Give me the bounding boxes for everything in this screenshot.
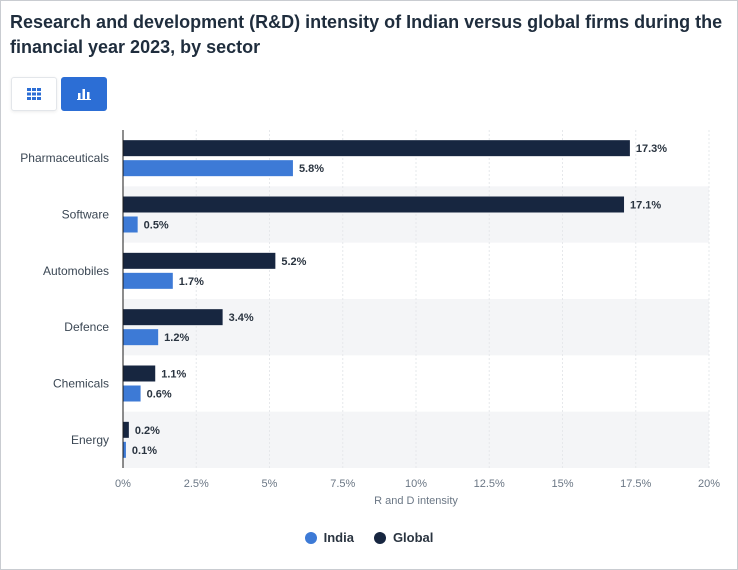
x-tick-label: 20% [698,478,720,490]
category-label: Defence [64,320,109,334]
bar-global [123,309,223,326]
bar-global [123,421,129,438]
bar-global [123,196,625,213]
bar-chart-icon [77,89,91,100]
data-label-global: 17.3% [636,143,667,155]
x-tick-label: 5% [262,478,278,490]
data-label-global: 5.2% [281,256,306,268]
bar-global [123,252,276,269]
category-label: Automobiles [43,264,109,278]
bar-india [123,329,159,346]
data-label-global: 1.1% [161,369,186,381]
legend: India Global [0,530,738,545]
legend-swatch-india [304,531,317,544]
table-grid-icon [27,88,41,100]
x-tick-label: 10% [405,478,427,490]
bar-global [123,365,156,382]
data-label-india: 5.8% [299,163,324,175]
data-label-global: 0.2% [135,425,160,437]
data-label-india: 1.2% [164,332,189,344]
legend-label-global: Global [392,530,434,545]
data-label-global: 3.4% [229,312,254,324]
category-label: Pharmaceuticals [20,151,109,165]
bar-india [123,216,138,233]
category-label: Energy [71,433,109,447]
data-label-india: 0.6% [147,389,172,401]
data-label-india: 1.7% [179,276,204,288]
x-axis-title: R and D intensity [374,495,458,507]
data-label-india: 0.1% [132,445,157,457]
category-label: Chemicals [53,377,109,391]
bar-global [123,140,630,157]
bar-india [123,272,173,289]
chart-view-button[interactable] [61,77,107,111]
legend-item-global[interactable]: Global [373,530,434,545]
chart-title: Research and development (R&D) intensity… [10,12,723,57]
category-label: Software [62,208,110,222]
legend-label-india: India [323,530,354,545]
data-label-india: 0.5% [144,220,169,232]
bar-india [123,441,126,458]
bar-india [123,160,293,177]
x-tick-label: 2.5% [184,478,209,490]
data-label-global: 17.1% [630,200,661,212]
legend-item-india[interactable]: India [304,530,354,545]
x-tick-label: 17.5% [620,478,651,490]
x-tick-label: 15% [551,478,573,490]
x-tick-label: 0% [115,478,131,490]
x-tick-label: 12.5% [474,478,505,490]
table-view-button[interactable] [11,77,57,111]
bar-india [123,385,141,402]
x-tick-label: 7.5% [330,478,355,490]
legend-swatch-global [373,531,386,544]
